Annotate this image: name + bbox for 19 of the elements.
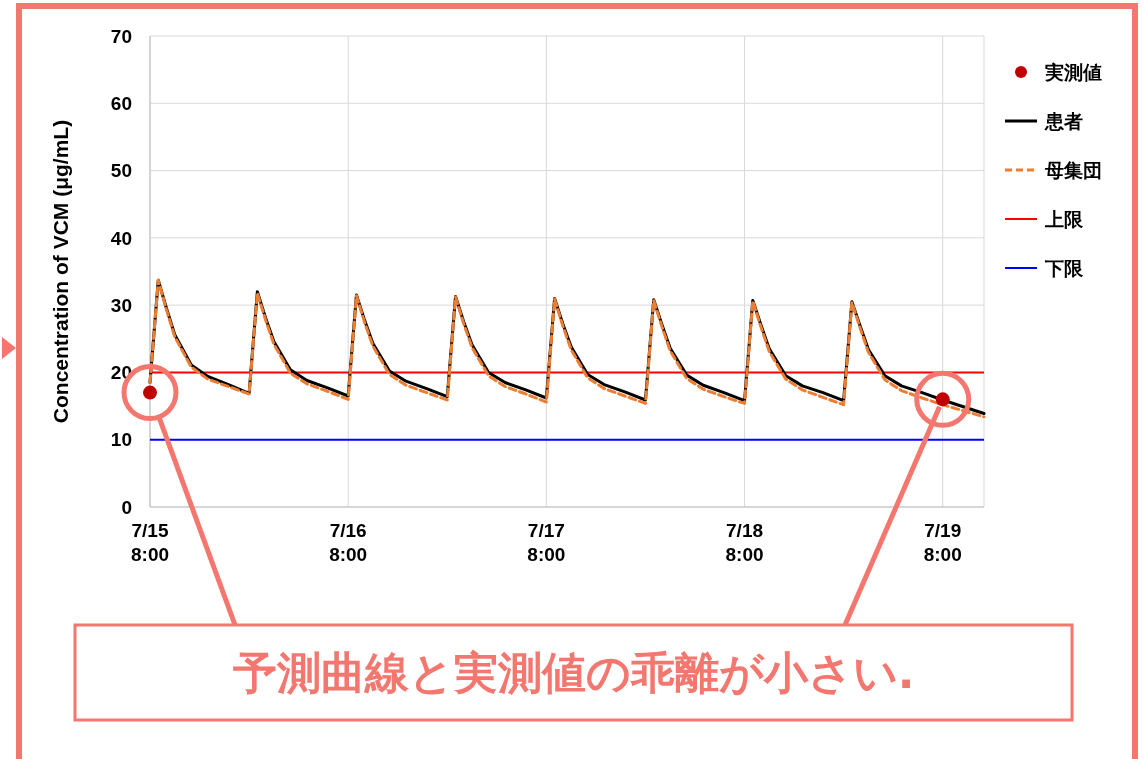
y-tick-label: 30 <box>110 294 132 316</box>
y-tick-label: 70 <box>110 25 132 47</box>
annotation: 予測曲線と実測値の乖離が小さい. <box>232 646 915 698</box>
legend-label: 上限 <box>1044 208 1084 230</box>
x-tick-label: 7/18 8:00 <box>725 520 764 565</box>
y-tick-label: 50 <box>110 160 132 182</box>
x-tick-label: 7/16 8:00 <box>329 520 368 565</box>
legend-label: 患者 <box>1044 110 1083 132</box>
y-tick-label: 60 <box>110 92 132 114</box>
y-axis-title: Concentration of VCM (μg/mL) <box>49 119 72 424</box>
y-tick-label: 0 <box>121 496 132 518</box>
x-tick-label: 7/15 8:00 <box>130 520 170 565</box>
legend-label: 下限 <box>1044 257 1084 279</box>
y-tick-label: 40 <box>110 227 132 249</box>
legend-label: 実測値 <box>1044 61 1102 83</box>
x-tick-label: 7/17 8:00 <box>527 520 566 565</box>
legend-label: 母集団 <box>1044 159 1102 181</box>
y-tick-label: 10 <box>110 429 132 451</box>
x-tick-label: 7/19 8:00 <box>923 520 962 565</box>
